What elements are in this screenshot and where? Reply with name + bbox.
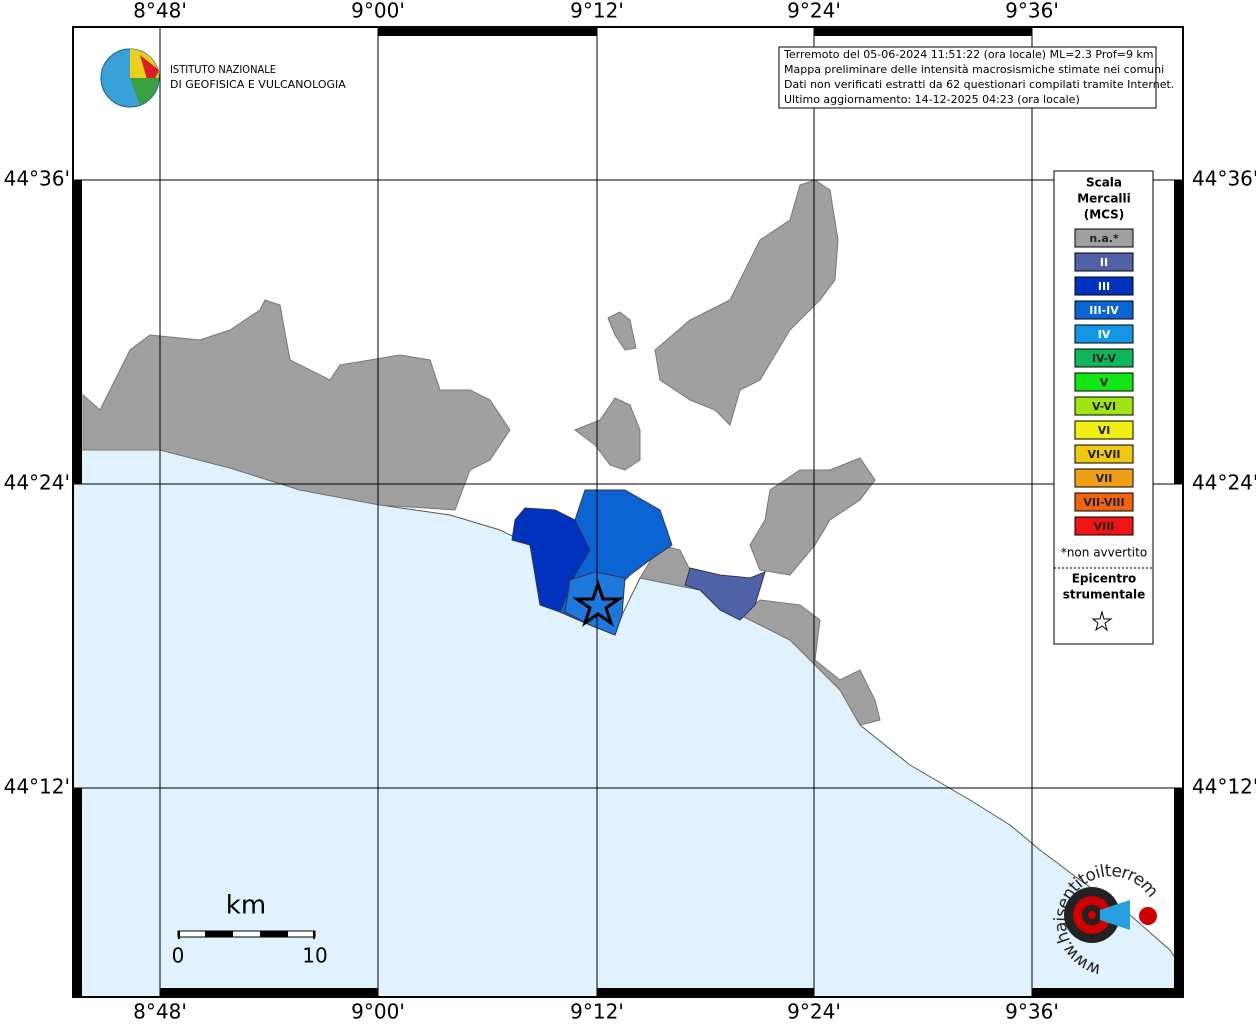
legend-swatch — [1074, 324, 1134, 344]
lat-label: 44°36' — [4, 167, 70, 191]
lon-label: 9°12' — [570, 1000, 624, 1024]
legend-swatch — [1074, 372, 1134, 392]
lon-label: 9°12' — [570, 0, 624, 23]
legend-swatch — [1074, 300, 1134, 320]
lon-label: 8°48' — [133, 1000, 187, 1024]
legend-label: IV — [1098, 328, 1111, 341]
lon-label: 8°48' — [133, 0, 187, 23]
legend-swatch — [1074, 444, 1134, 464]
scale-start: 0 — [172, 944, 185, 968]
legend: Scala Mercalli (MCS) *non avvertito Epic… — [1053, 170, 1154, 645]
lon-label: 9°00' — [351, 0, 405, 23]
legend-label: VI — [1098, 424, 1111, 437]
epicenter — [572, 579, 624, 627]
comuni-na — [82, 179, 881, 726]
legend-label: VI-VII — [1087, 448, 1120, 461]
legend-label: V — [1100, 376, 1109, 389]
legend-title: Mercalli — [1077, 192, 1131, 206]
axis-labels: 8°48' 8°48' 9°00' 9°00' 9°12' 9°12' 9°24' 9°24'… — [4, 0, 1256, 1024]
lon-label: 9°24' — [787, 0, 841, 23]
legend-swatch — [1074, 492, 1134, 512]
legend-label: V-VI — [1092, 400, 1116, 413]
info-line: Mappa preliminare delle intensità macros… — [784, 63, 1164, 76]
ingv-logo: ISTITUTO NAZIONALE DI GEOFISICA E VULCAN… — [100, 48, 346, 108]
lat-label: 44°12' — [1192, 775, 1256, 799]
legend-title: Scala — [1086, 176, 1122, 190]
lat-label: 44°24' — [1192, 471, 1256, 495]
info-line: Terremoto del 05-06-2024 11:51:22 (ora l… — [783, 48, 1154, 61]
legend-swatch — [1074, 420, 1134, 440]
legend-label: VII — [1096, 472, 1113, 485]
legend-swatch — [1074, 228, 1134, 248]
lon-label: 9°36' — [1005, 0, 1059, 23]
legend-note: *non avvertito — [1061, 546, 1147, 560]
scale-bar: km 0 10 — [172, 891, 328, 968]
info-lines: Terremoto del 05-06-2024 11:51:22 (ora l… — [783, 48, 1174, 106]
lat-label: 44°36' — [1192, 167, 1256, 191]
scale-end: 10 — [302, 944, 327, 968]
legend-label: IV-V — [1092, 352, 1117, 365]
legend-swatch — [1074, 348, 1134, 368]
legend-swatch — [1074, 252, 1134, 272]
info-box — [778, 46, 1157, 109]
logo-text: ISTITUTO NAZIONALE — [170, 63, 276, 76]
legend-label: VII-VIII — [1083, 496, 1124, 509]
legend-swatch — [1074, 468, 1134, 488]
legend-label: III — [1098, 280, 1110, 293]
lon-label: 9°36' — [1005, 1000, 1059, 1024]
lon-label: 9°24' — [787, 1000, 841, 1024]
legend-label: III-IV — [1089, 304, 1119, 317]
legend-swatch — [1074, 516, 1134, 536]
legend-label: n.a.* — [1089, 232, 1119, 245]
legend-title: (MCS) — [1084, 208, 1125, 222]
legend-label: VIII — [1094, 520, 1115, 533]
legend-swatch — [1074, 396, 1134, 416]
graticule — [73, 27, 1183, 997]
lat-label: 44°24' — [4, 471, 70, 495]
comune-ii — [684, 567, 766, 621]
info-line: Ultimo aggiornamento: 14-12-2025 04:23 (… — [784, 93, 1080, 106]
lat-label: 44°12' — [4, 775, 70, 799]
legend-epicenter: strumentale — [1063, 588, 1146, 602]
scale-unit: km — [226, 891, 266, 921]
frame — [72, 26, 1184, 998]
logo-text: DI GEOFISICA E VULCANOLOGIA — [170, 78, 346, 91]
info-line: Dati non verificati estratti da 62 quest… — [784, 78, 1174, 91]
legend-swatch — [1074, 276, 1134, 296]
legend-label: II — [1100, 256, 1108, 269]
lon-label: 9°00' — [351, 1000, 405, 1024]
legend-epicenter: Epicentro — [1072, 572, 1137, 586]
